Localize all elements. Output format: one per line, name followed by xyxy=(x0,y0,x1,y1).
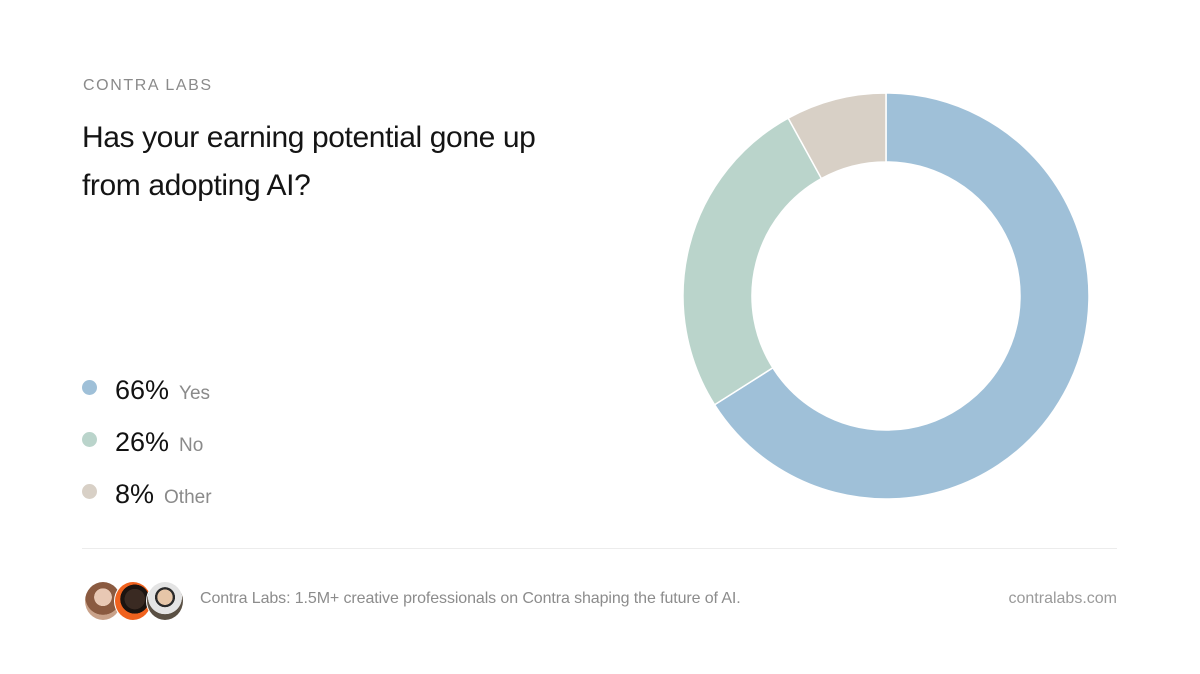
donut-segment-no xyxy=(682,117,823,406)
chart-legend: 66% Yes 26% No 8% Other xyxy=(82,375,212,531)
legend-item-yes: 66% Yes xyxy=(82,375,212,427)
legend-value: 8% xyxy=(115,479,155,509)
legend-dot-icon xyxy=(82,380,97,395)
legend-label: No xyxy=(179,435,204,456)
legend-dot-icon xyxy=(82,484,97,499)
legend-label: Yes xyxy=(179,383,211,404)
donut-segment-other xyxy=(787,92,887,180)
legend-dot-icon xyxy=(82,432,97,447)
footer-divider xyxy=(82,548,1117,549)
avatar xyxy=(146,581,184,621)
legend-item-no: 26% No xyxy=(82,427,212,479)
avatar xyxy=(114,581,152,621)
website-link[interactable]: contralabs.com xyxy=(1008,590,1118,607)
chart-title: Has your earning potential gone up from … xyxy=(82,121,536,202)
brand-eyebrow: CONTRA LABS xyxy=(83,77,213,94)
footer: Contra Labs: 1.5M+ creative professional… xyxy=(82,580,1118,621)
footer-description: Contra Labs: 1.5M+ creative professional… xyxy=(200,590,741,607)
legend-label: Other xyxy=(164,487,212,508)
avatar-group xyxy=(84,581,184,621)
legend-item-other: 8% Other xyxy=(82,479,212,531)
legend-value: 26% xyxy=(115,427,170,457)
legend-value: 66% xyxy=(115,375,170,405)
donut-segment-yes xyxy=(713,92,1090,500)
